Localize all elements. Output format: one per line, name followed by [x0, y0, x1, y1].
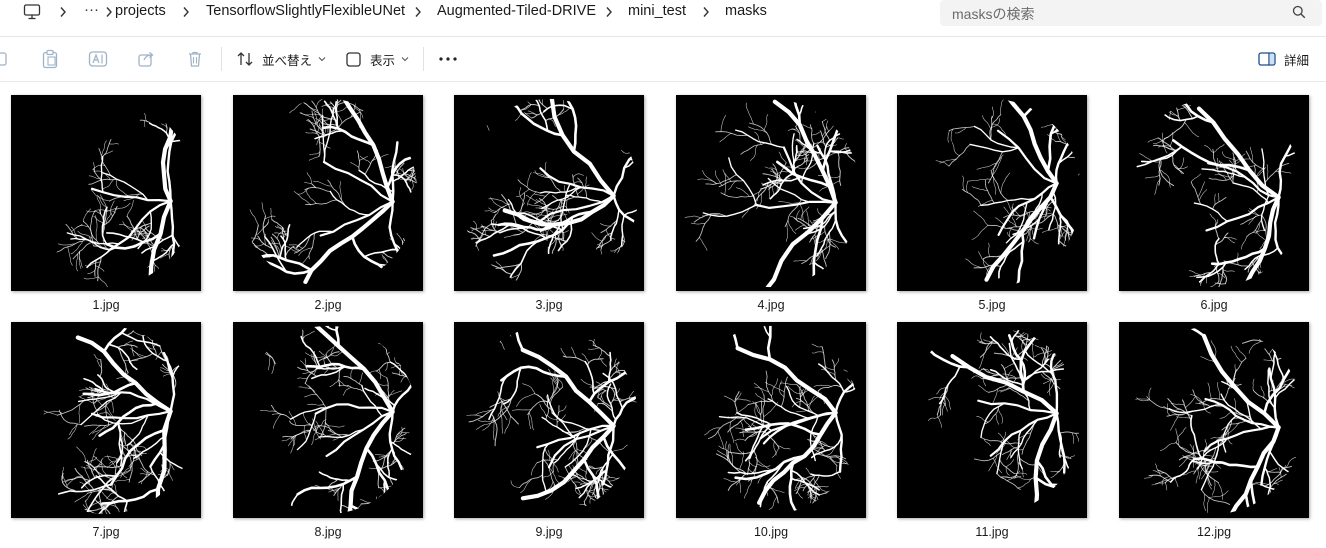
file-thumbnail[interactable]	[897, 322, 1087, 518]
command-bar: 並べ替え 表示 詳細	[0, 37, 1326, 81]
breadcrumb-item[interactable]: Augmented-Tiled-DRIVE	[437, 3, 597, 19]
rename-icon[interactable]	[88, 49, 108, 69]
file-thumbnail[interactable]	[11, 95, 201, 291]
search-input[interactable]	[950, 3, 1284, 25]
breadcrumb-item[interactable]: TensorflowSlightlyFlexibleUNet	[206, 3, 406, 19]
file-item[interactable]: 9.jpg	[454, 322, 648, 546]
breadcrumb-item[interactable]: mini_test	[628, 3, 687, 19]
more-icon	[438, 56, 458, 62]
share-icon[interactable]	[136, 49, 156, 69]
file-name: 10.jpg	[753, 525, 789, 539]
file-item[interactable]: 6.jpg	[1119, 95, 1313, 319]
more-locations-icon[interactable]: ···	[84, 1, 99, 18]
file-thumbnail[interactable]	[676, 95, 866, 291]
chevron-right-icon[interactable]	[700, 6, 712, 18]
more-options-button[interactable]	[438, 45, 458, 73]
sort-icon	[236, 51, 254, 67]
file-name: 3.jpg	[535, 298, 563, 312]
details-label: 詳細	[1284, 53, 1310, 68]
file-thumbnail[interactable]	[233, 95, 423, 291]
chevron-right-icon[interactable]	[412, 6, 424, 18]
file-item[interactable]: 5.jpg	[897, 95, 1091, 319]
file-name: 11.jpg	[975, 525, 1009, 539]
computer-icon[interactable]	[22, 3, 42, 21]
file-thumbnail[interactable]	[233, 322, 423, 518]
view-label: 表示	[370, 53, 396, 68]
file-name: 7.jpg	[92, 525, 120, 539]
file-name: 8.jpg	[314, 525, 342, 539]
vessel-mask-image	[459, 98, 639, 288]
file-name: 1.jpg	[92, 298, 120, 312]
file-name: 12.jpg	[1196, 525, 1232, 539]
vessel-mask-image	[902, 325, 1082, 515]
chevron-right-icon[interactable]	[103, 6, 115, 18]
vessel-mask-image	[1124, 325, 1304, 515]
file-item[interactable]: 10.jpg	[676, 322, 870, 546]
file-grid: 1.jpg 2.jpg 3.jpg 4.jpg 5.jpg 6.jpg 7.jpg 8.jpg…	[0, 82, 1326, 548]
file-thumbnail[interactable]	[676, 322, 866, 518]
divider	[0, 81, 1326, 82]
vessel-mask-image	[238, 98, 418, 288]
file-item[interactable]: 12.jpg	[1119, 322, 1313, 546]
file-name: 6.jpg	[1200, 298, 1228, 312]
sort-label: 並べ替え	[262, 53, 313, 68]
file-item[interactable]: 3.jpg	[454, 95, 648, 319]
file-thumbnail[interactable]	[1119, 95, 1309, 291]
file-thumbnail[interactable]	[11, 322, 201, 518]
file-item[interactable]: 11.jpg	[897, 322, 1091, 546]
chevron-right-icon[interactable]	[603, 6, 615, 18]
address-bar: ··· projects TensorflowSlightlyFlexibleU…	[0, 0, 1326, 36]
file-name: 4.jpg	[757, 298, 785, 312]
chevron-down-icon	[318, 56, 326, 62]
vessel-mask-image	[56, 98, 196, 288]
file-name: 2.jpg	[314, 298, 342, 312]
vessel-mask-image	[1124, 98, 1304, 288]
search-box	[940, 0, 1322, 26]
vessel-mask-image	[935, 98, 1082, 288]
file-name: 9.jpg	[535, 525, 563, 539]
vessel-mask-image	[238, 325, 418, 515]
breadcrumb-current[interactable]: masks	[725, 3, 767, 19]
file-thumbnail[interactable]	[454, 322, 644, 518]
search-icon[interactable]	[1292, 5, 1306, 24]
file-thumbnail[interactable]	[454, 95, 644, 291]
breadcrumb: ··· projects TensorflowSlightlyFlexibleU…	[0, 0, 930, 24]
delete-icon[interactable]	[185, 49, 205, 69]
divider	[0, 36, 1326, 37]
paste-icon[interactable]	[40, 49, 60, 69]
vessel-mask-image	[681, 98, 861, 288]
chevron-right-icon[interactable]	[180, 6, 192, 18]
file-name: 5.jpg	[978, 298, 1006, 312]
chevron-right-icon[interactable]	[57, 6, 69, 18]
details-button[interactable]: 詳細	[1258, 45, 1309, 73]
toolbar-separator	[221, 47, 222, 71]
vessel-mask-image	[466, 325, 639, 515]
details-pane-icon	[1258, 52, 1276, 66]
file-item[interactable]: 1.jpg	[11, 95, 205, 319]
chevron-down-icon	[401, 56, 409, 62]
file-thumbnail[interactable]	[1119, 322, 1309, 518]
file-item[interactable]: 8.jpg	[233, 322, 427, 546]
file-item[interactable]: 7.jpg	[11, 322, 205, 546]
view-icon	[346, 51, 361, 67]
vessel-mask-image	[43, 325, 196, 515]
breadcrumb-item[interactable]: projects	[115, 3, 166, 19]
file-thumbnail[interactable]	[897, 95, 1087, 291]
vessel-mask-image	[704, 325, 861, 515]
view-button[interactable]: 表示	[346, 45, 409, 73]
file-item[interactable]: 4.jpg	[676, 95, 870, 319]
toolbar-separator	[423, 47, 424, 71]
copy-icon[interactable]	[0, 49, 12, 69]
sort-button[interactable]: 並べ替え	[236, 45, 326, 73]
file-item[interactable]: 2.jpg	[233, 95, 427, 319]
